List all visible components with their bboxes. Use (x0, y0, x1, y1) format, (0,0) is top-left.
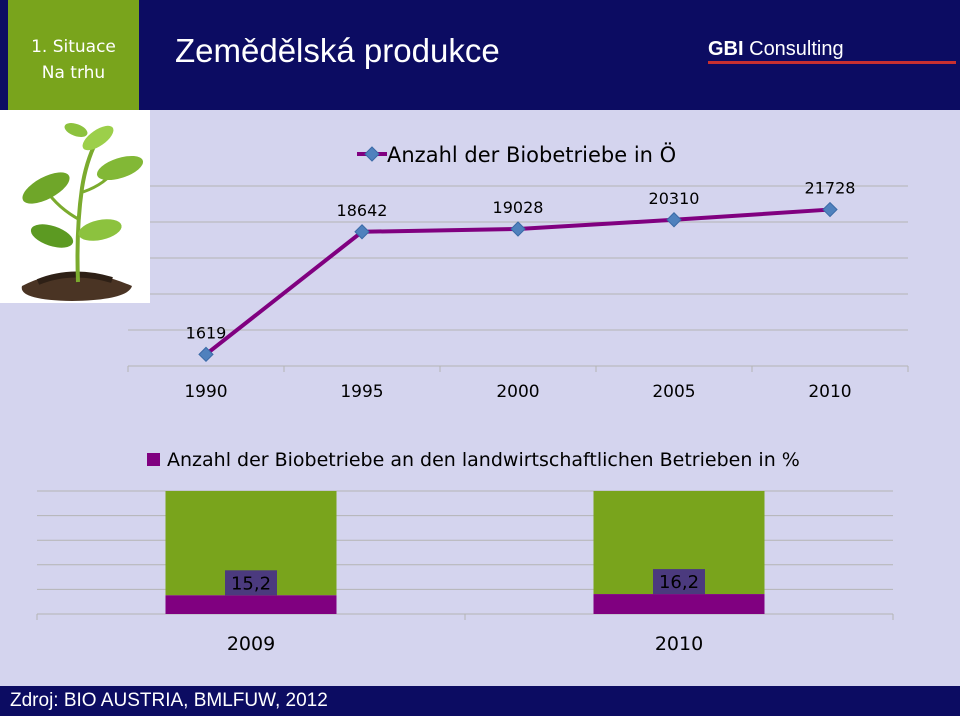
line-data-label: 20310 (649, 189, 700, 208)
line-x-tick-label: 1990 (184, 382, 227, 402)
page-title: Zemědělská produkce (175, 32, 500, 69)
line-x-tick-label: 2000 (496, 382, 539, 402)
bar-x-tick-label: 2009 (227, 633, 275, 655)
bar-legend-label: Anzahl der Biobetriebe an den landwirtsc… (167, 449, 800, 471)
bar-segment-share (165, 595, 337, 614)
line-data-label: 19028 (493, 198, 544, 217)
logo-bold-text: GBI (708, 38, 744, 60)
plant-seedling-icon (0, 110, 150, 303)
logo-text: Consulting (743, 38, 844, 60)
section-tab[interactable]: 1. Situace Na trhu (8, 0, 139, 110)
line-point-marker (354, 224, 370, 240)
line-data-label: 21728 (805, 179, 856, 198)
section-label-1: 1. Situace (31, 37, 116, 57)
bar-x-tick-label: 2010 (655, 633, 703, 655)
source-note: Zdroj: BIO AUSTRIA, BMLFUW, 2012 (10, 690, 328, 711)
line-x-tick-label: 2005 (652, 382, 695, 402)
bar-data-label: 16,2 (659, 572, 699, 593)
section-label-2: Na trhu (41, 63, 106, 83)
line-legend-label: Anzahl der Biobetriebe in Ö (387, 142, 676, 167)
line-legend-marker (364, 146, 380, 162)
line-point-marker (822, 201, 838, 218)
header-bar: 1. Situace Na trhu Zemědělská produkce G… (0, 0, 960, 110)
company-logo: GBI Consulting (708, 38, 844, 61)
bar-segment-share (593, 594, 765, 614)
bar-data-label-bg (225, 570, 277, 596)
line-x-tick-label: 2010 (808, 382, 851, 402)
line-point-marker (198, 346, 214, 363)
line-data-label: 1619 (186, 323, 227, 342)
line-point-marker (666, 212, 682, 228)
line-point-marker (510, 221, 526, 237)
bar-data-label-bg (653, 569, 705, 595)
line-data-label: 18642 (337, 201, 388, 220)
logo-underline (708, 61, 956, 64)
line-x-tick-label: 1995 (340, 382, 383, 402)
bar-chart: 15,2 2009 16,2 2010 Anzahl der Biobetriebe a… (36, 449, 894, 655)
footer-bar: Zdroj: BIO AUSTRIA, BMLFUW, 2012 (0, 686, 960, 716)
bar-data-label: 15,2 (231, 573, 271, 594)
bar-legend-swatch (147, 453, 160, 466)
line-chart: 1619 18642 19028 20310 21728 1990 1995 2000 2005… (127, 142, 909, 402)
